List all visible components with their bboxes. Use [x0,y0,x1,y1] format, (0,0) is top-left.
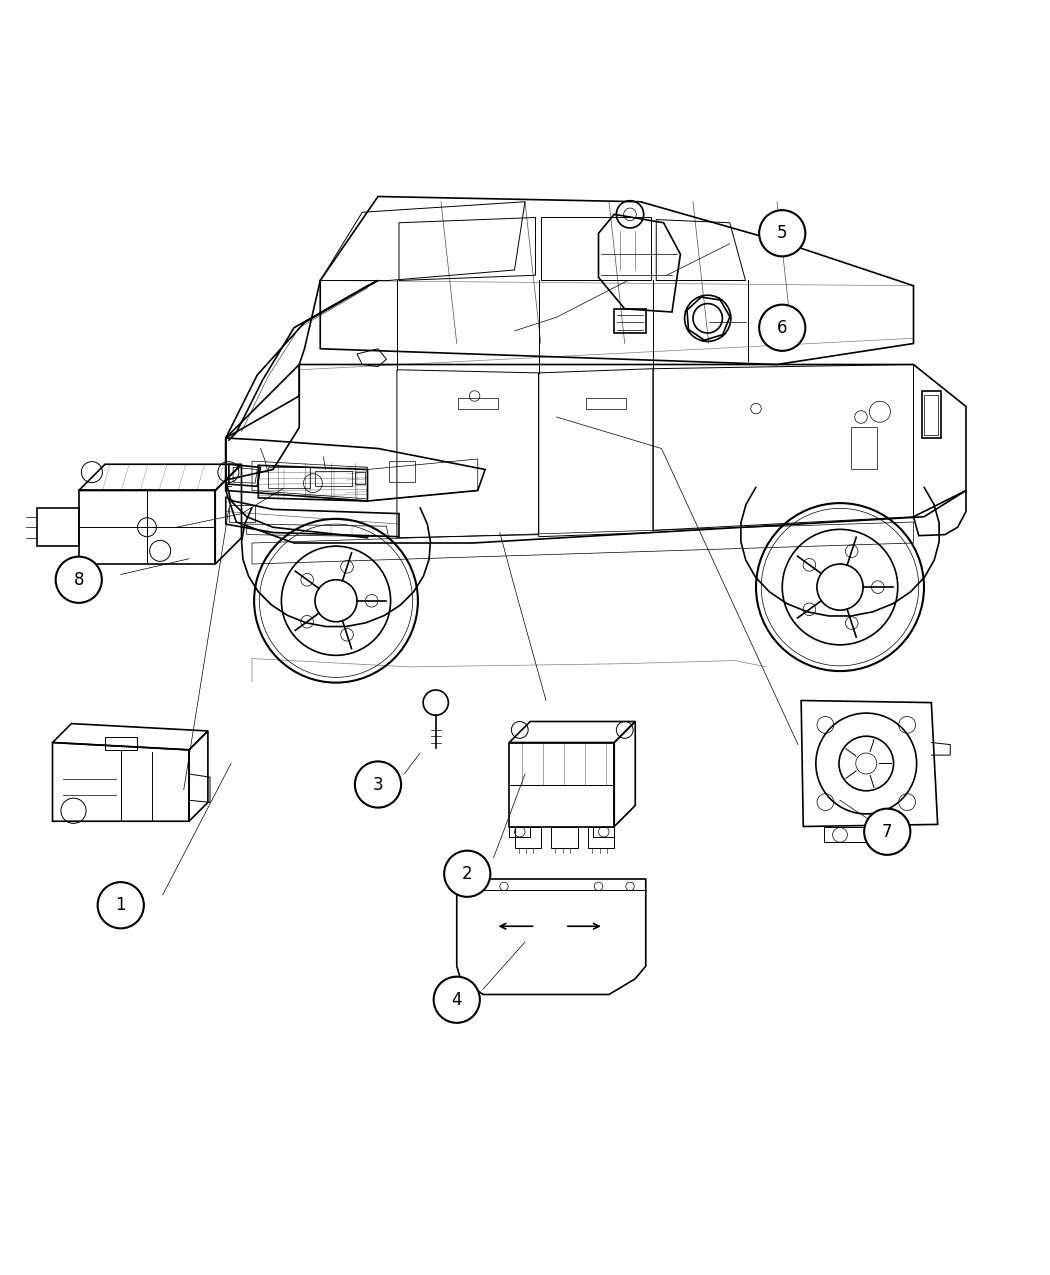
Bar [588,826,614,848]
Circle shape [98,882,144,928]
Bar [514,826,541,848]
Circle shape [355,761,401,807]
Circle shape [759,210,805,256]
Bar [355,472,365,484]
Bar [458,398,498,408]
Text: 3: 3 [373,775,383,793]
Bar [922,390,941,439]
Bar [105,737,136,750]
Text: 2: 2 [462,864,472,882]
Circle shape [759,305,805,351]
Text: 1: 1 [116,896,126,914]
Bar [586,398,626,408]
Text: 5: 5 [777,224,788,242]
Text: 6: 6 [777,319,788,337]
Circle shape [56,557,102,603]
Text: 8: 8 [74,571,84,589]
Bar [268,468,310,488]
Bar [315,470,352,486]
Bar [551,826,578,848]
Bar [229,505,255,521]
Text: 4: 4 [452,991,462,1009]
Circle shape [864,808,910,854]
Bar [850,427,877,469]
Bar [924,395,938,435]
Text: 7: 7 [882,822,892,840]
Circle shape [444,850,490,896]
Bar [388,462,415,482]
Circle shape [434,977,480,1023]
